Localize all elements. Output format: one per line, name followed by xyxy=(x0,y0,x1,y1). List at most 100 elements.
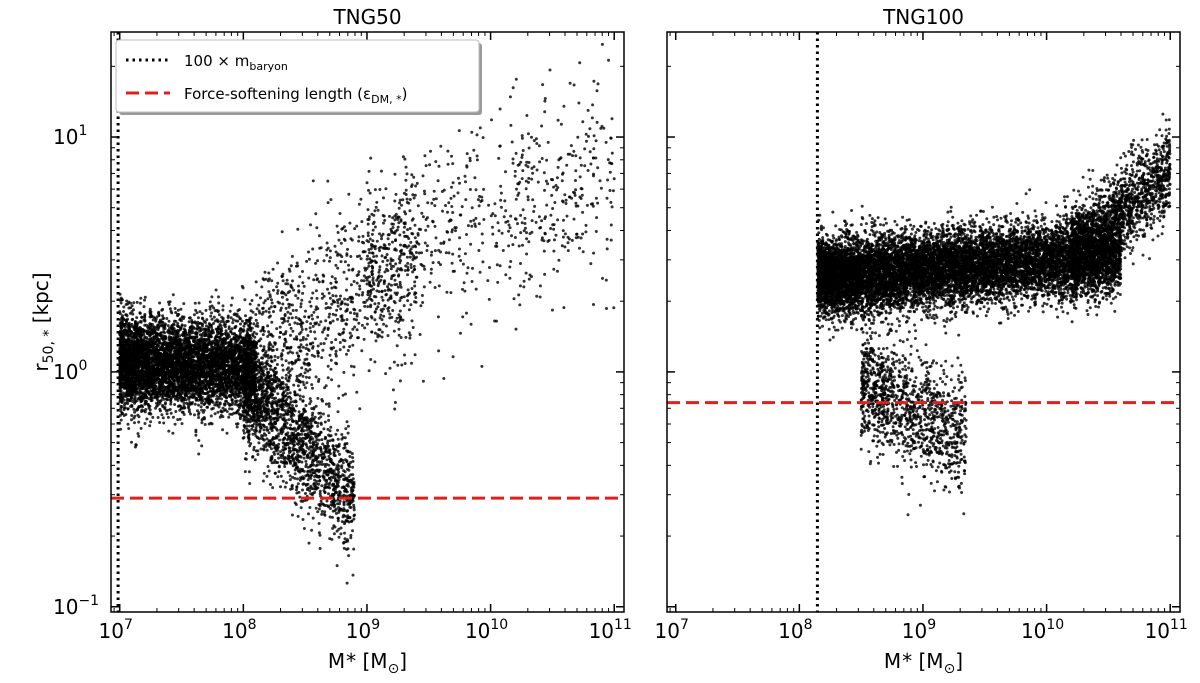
scatter-point xyxy=(399,285,403,289)
scatter-point xyxy=(291,329,295,333)
scatter-point xyxy=(284,418,288,422)
scatter-point xyxy=(408,336,412,340)
scatter-point xyxy=(284,383,288,387)
scatter-point xyxy=(340,314,344,318)
scatter-point xyxy=(377,301,381,305)
scatter-point xyxy=(143,323,147,327)
scatter-point xyxy=(543,272,547,276)
scatter-point xyxy=(540,157,544,160)
scatter-point xyxy=(592,251,596,255)
scatter-point xyxy=(525,114,529,117)
scatter-point xyxy=(290,483,294,487)
scatter-point xyxy=(585,203,589,207)
scatter-point xyxy=(606,158,610,162)
scatter-point xyxy=(451,252,455,256)
scatter-point xyxy=(605,247,609,251)
scatter-point xyxy=(334,349,338,353)
scatter-point xyxy=(336,304,340,308)
scatter-point xyxy=(525,231,528,235)
scatter-point xyxy=(357,321,361,325)
scatter-point xyxy=(137,434,141,438)
scatter-point xyxy=(465,233,468,236)
scatter-point xyxy=(514,197,518,201)
scatter-point xyxy=(254,318,258,322)
scatter-point xyxy=(257,309,261,313)
scatter-point xyxy=(550,308,554,312)
scatter-point xyxy=(445,290,449,294)
scatter-point xyxy=(322,427,326,431)
scatter-point xyxy=(270,409,274,413)
scatter-point xyxy=(200,421,204,425)
scatter-point xyxy=(308,506,312,509)
scatter-point xyxy=(477,222,481,226)
scatter-point xyxy=(378,249,381,253)
scatter-point xyxy=(409,240,413,244)
scatter-point xyxy=(136,432,140,436)
scatter-point xyxy=(539,226,543,229)
scatter-point xyxy=(318,489,322,493)
scatter-point xyxy=(386,233,390,237)
scatter-point xyxy=(316,424,320,428)
scatter-point xyxy=(221,415,225,419)
scatter-point xyxy=(285,298,289,302)
scatter-point xyxy=(493,202,497,206)
scatter-point xyxy=(579,163,583,167)
scatter-point xyxy=(566,152,570,156)
scatter-point xyxy=(397,327,401,331)
scatter-point xyxy=(347,263,350,267)
scatter-point xyxy=(375,254,379,258)
scatter-point xyxy=(294,404,298,408)
scatter-point xyxy=(208,300,212,304)
scatter-point xyxy=(475,158,479,162)
scatter-point xyxy=(561,199,564,203)
scatter-point xyxy=(316,259,319,263)
scatter-point xyxy=(398,283,402,287)
scatter-point xyxy=(301,281,305,285)
scatter-point xyxy=(420,251,423,255)
scatter-point xyxy=(605,307,608,310)
scatter-point xyxy=(328,306,332,310)
scatter-point xyxy=(392,329,396,333)
scatter-point xyxy=(327,418,331,422)
scatter-point xyxy=(302,469,306,473)
scatter-point xyxy=(345,449,349,453)
scatter-point xyxy=(291,309,295,312)
scatter-point xyxy=(450,205,454,208)
scatter-point xyxy=(297,284,300,288)
scatter-point xyxy=(367,188,370,192)
scatter-point xyxy=(579,236,583,240)
scatter-point xyxy=(534,220,538,224)
scatter-point xyxy=(301,270,304,273)
scatter-point xyxy=(406,268,410,272)
scatter-point xyxy=(328,249,332,253)
scatter-point xyxy=(267,290,271,294)
scatter-point xyxy=(604,278,608,282)
scatter-point xyxy=(199,405,203,409)
scatter-point xyxy=(180,422,184,426)
scatter-point xyxy=(502,215,506,219)
scatter-point xyxy=(159,399,163,402)
scatter-point xyxy=(450,185,453,189)
scatter-point xyxy=(328,507,332,510)
scatter-point xyxy=(352,365,356,369)
scatter-point xyxy=(345,288,348,292)
scatter-point xyxy=(543,99,547,103)
scatter-point xyxy=(294,308,298,312)
scatter-point xyxy=(301,374,305,378)
scatter-point xyxy=(444,204,447,207)
scatter-point xyxy=(381,214,385,217)
scatter-point xyxy=(210,295,214,299)
scatter-point xyxy=(143,295,147,299)
scatter-point xyxy=(200,444,204,448)
scatter-point xyxy=(411,193,415,197)
scatter-point xyxy=(326,201,330,205)
scatter-point xyxy=(521,149,525,152)
scatter-point xyxy=(471,266,474,270)
scatter-point xyxy=(543,97,547,100)
scatter-point xyxy=(421,215,425,219)
scatter-point xyxy=(279,331,283,334)
scatter-point xyxy=(369,247,373,251)
scatter-point xyxy=(321,292,324,296)
scatter-point xyxy=(371,278,375,282)
scatter-point xyxy=(566,249,570,253)
